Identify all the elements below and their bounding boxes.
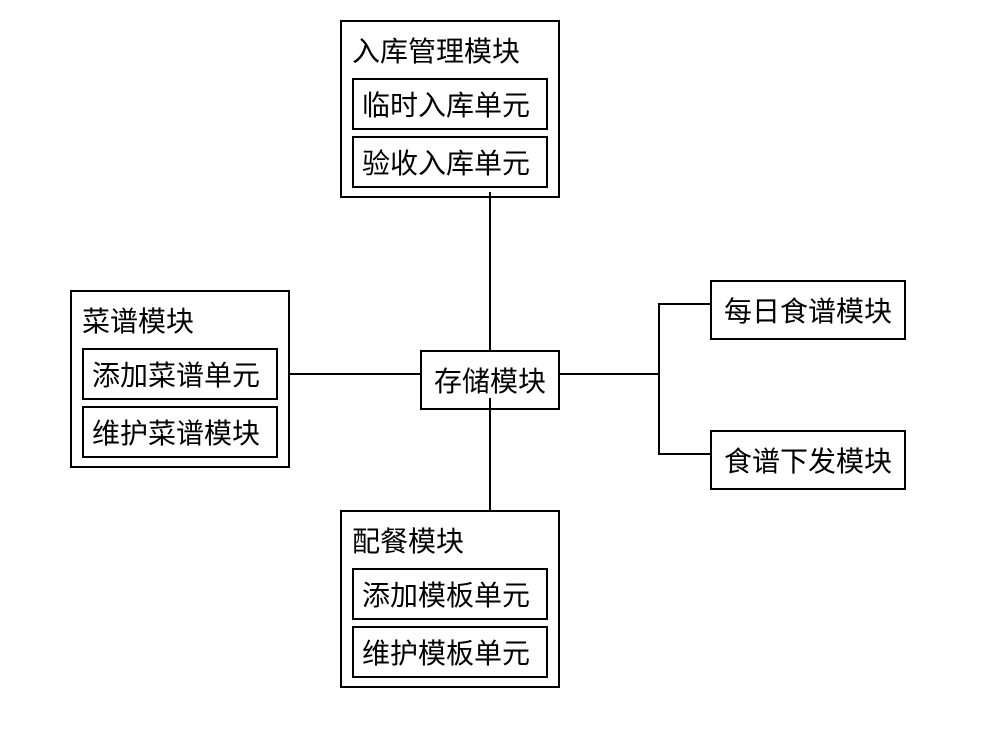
connector-bottom bbox=[489, 398, 491, 510]
right-bottom-box: 食谱下发模块 bbox=[710, 430, 906, 490]
connector-right-vertical bbox=[658, 303, 660, 455]
left-module-unit-0: 添加菜谱单元 bbox=[82, 348, 278, 400]
bottom-module-unit-0: 添加模板单元 bbox=[352, 568, 548, 620]
connector-right-main bbox=[560, 373, 660, 375]
top-module-title: 入库管理模块 bbox=[352, 30, 548, 70]
connector-right-bottom bbox=[660, 453, 710, 455]
bottom-module-unit-1: 维护模板单元 bbox=[352, 626, 548, 678]
left-module: 菜谱模块 添加菜谱单元 维护菜谱模块 bbox=[70, 290, 290, 468]
connector-right-top bbox=[660, 303, 710, 305]
left-module-unit-1: 维护菜谱模块 bbox=[82, 406, 278, 458]
top-module-unit-0: 临时入库单元 bbox=[352, 78, 548, 130]
connector-left bbox=[290, 373, 420, 375]
connector-top bbox=[489, 192, 491, 350]
bottom-module: 配餐模块 添加模板单元 维护模板单元 bbox=[340, 510, 560, 688]
top-module-unit-1: 验收入库单元 bbox=[352, 136, 548, 188]
right-top-label: 每日食谱模块 bbox=[724, 297, 892, 328]
center-label: 存储模块 bbox=[434, 367, 546, 398]
left-module-title: 菜谱模块 bbox=[82, 300, 278, 340]
top-module: 入库管理模块 临时入库单元 验收入库单元 bbox=[340, 20, 560, 198]
right-bottom-label: 食谱下发模块 bbox=[724, 447, 892, 478]
right-top-box: 每日食谱模块 bbox=[710, 280, 906, 340]
bottom-module-title: 配餐模块 bbox=[352, 520, 548, 560]
